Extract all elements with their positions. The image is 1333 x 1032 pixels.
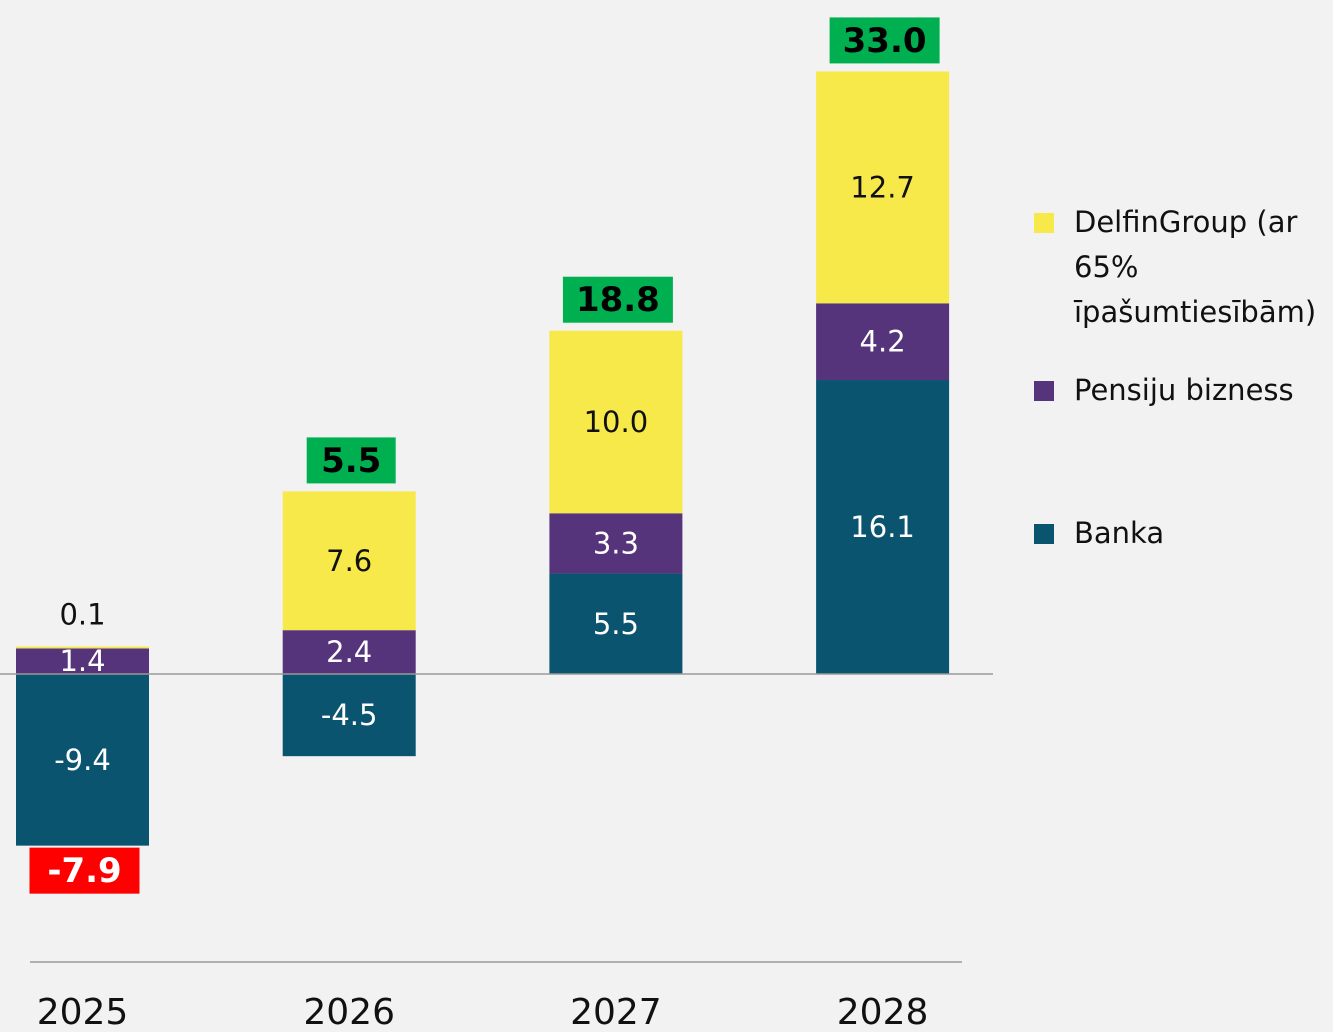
bar-segment xyxy=(549,513,683,574)
bar-segment xyxy=(16,648,149,674)
bar-segment xyxy=(16,646,149,649)
data-label: 7.6 xyxy=(326,544,372,578)
total-box xyxy=(562,276,673,323)
bar-segment xyxy=(282,630,416,674)
legend-swatch xyxy=(1034,381,1054,401)
data-label: 16.1 xyxy=(850,510,915,544)
legend-swatch xyxy=(1034,213,1054,233)
legend-item: DelfinGroup (ar 65% īpašumtiesībām) xyxy=(1034,200,1333,335)
bar-segment xyxy=(16,674,149,846)
data-label: 10.0 xyxy=(584,405,649,439)
legend-label: Pensiju bizness xyxy=(1074,373,1294,407)
data-label: 0.1 xyxy=(59,598,105,632)
data-label: 1.4 xyxy=(59,644,105,678)
bar-segment xyxy=(282,491,416,631)
total-box xyxy=(829,17,940,64)
data-label: -4.5 xyxy=(321,698,378,732)
bar-segment xyxy=(549,573,683,674)
total-box xyxy=(306,437,396,484)
legend-label: Banka xyxy=(1074,516,1165,550)
data-label: -9.4 xyxy=(54,743,111,777)
x-tick-label: 2028 xyxy=(837,992,929,1032)
bar-segment xyxy=(816,303,950,381)
bar-segment xyxy=(816,380,950,674)
x-tick-label: 2026 xyxy=(303,992,395,1032)
x-tick-label: 2027 xyxy=(570,992,662,1032)
data-label: 2.4 xyxy=(326,635,372,669)
bar-segment xyxy=(282,674,416,757)
data-label: 3.3 xyxy=(593,526,639,560)
total-label: 5.5 xyxy=(321,441,381,481)
legend-item: Pensiju bizness xyxy=(1034,368,1333,413)
data-label: 4.2 xyxy=(860,325,906,359)
total-label: 18.8 xyxy=(576,280,660,320)
total-label: 33.0 xyxy=(843,21,927,61)
legend-item: Banka xyxy=(1034,511,1333,556)
legend-swatch xyxy=(1034,524,1054,544)
total-label: -7.9 xyxy=(47,851,121,891)
x-tick-label: 2025 xyxy=(37,992,129,1032)
legend-label: DelfinGroup (ar 65% īpašumtiesībām) xyxy=(1074,205,1317,329)
data-label: 5.5 xyxy=(593,607,639,641)
data-label: 12.7 xyxy=(850,170,915,204)
bar-segment xyxy=(549,330,683,514)
bar-segment xyxy=(816,71,950,304)
total-box xyxy=(29,847,140,894)
